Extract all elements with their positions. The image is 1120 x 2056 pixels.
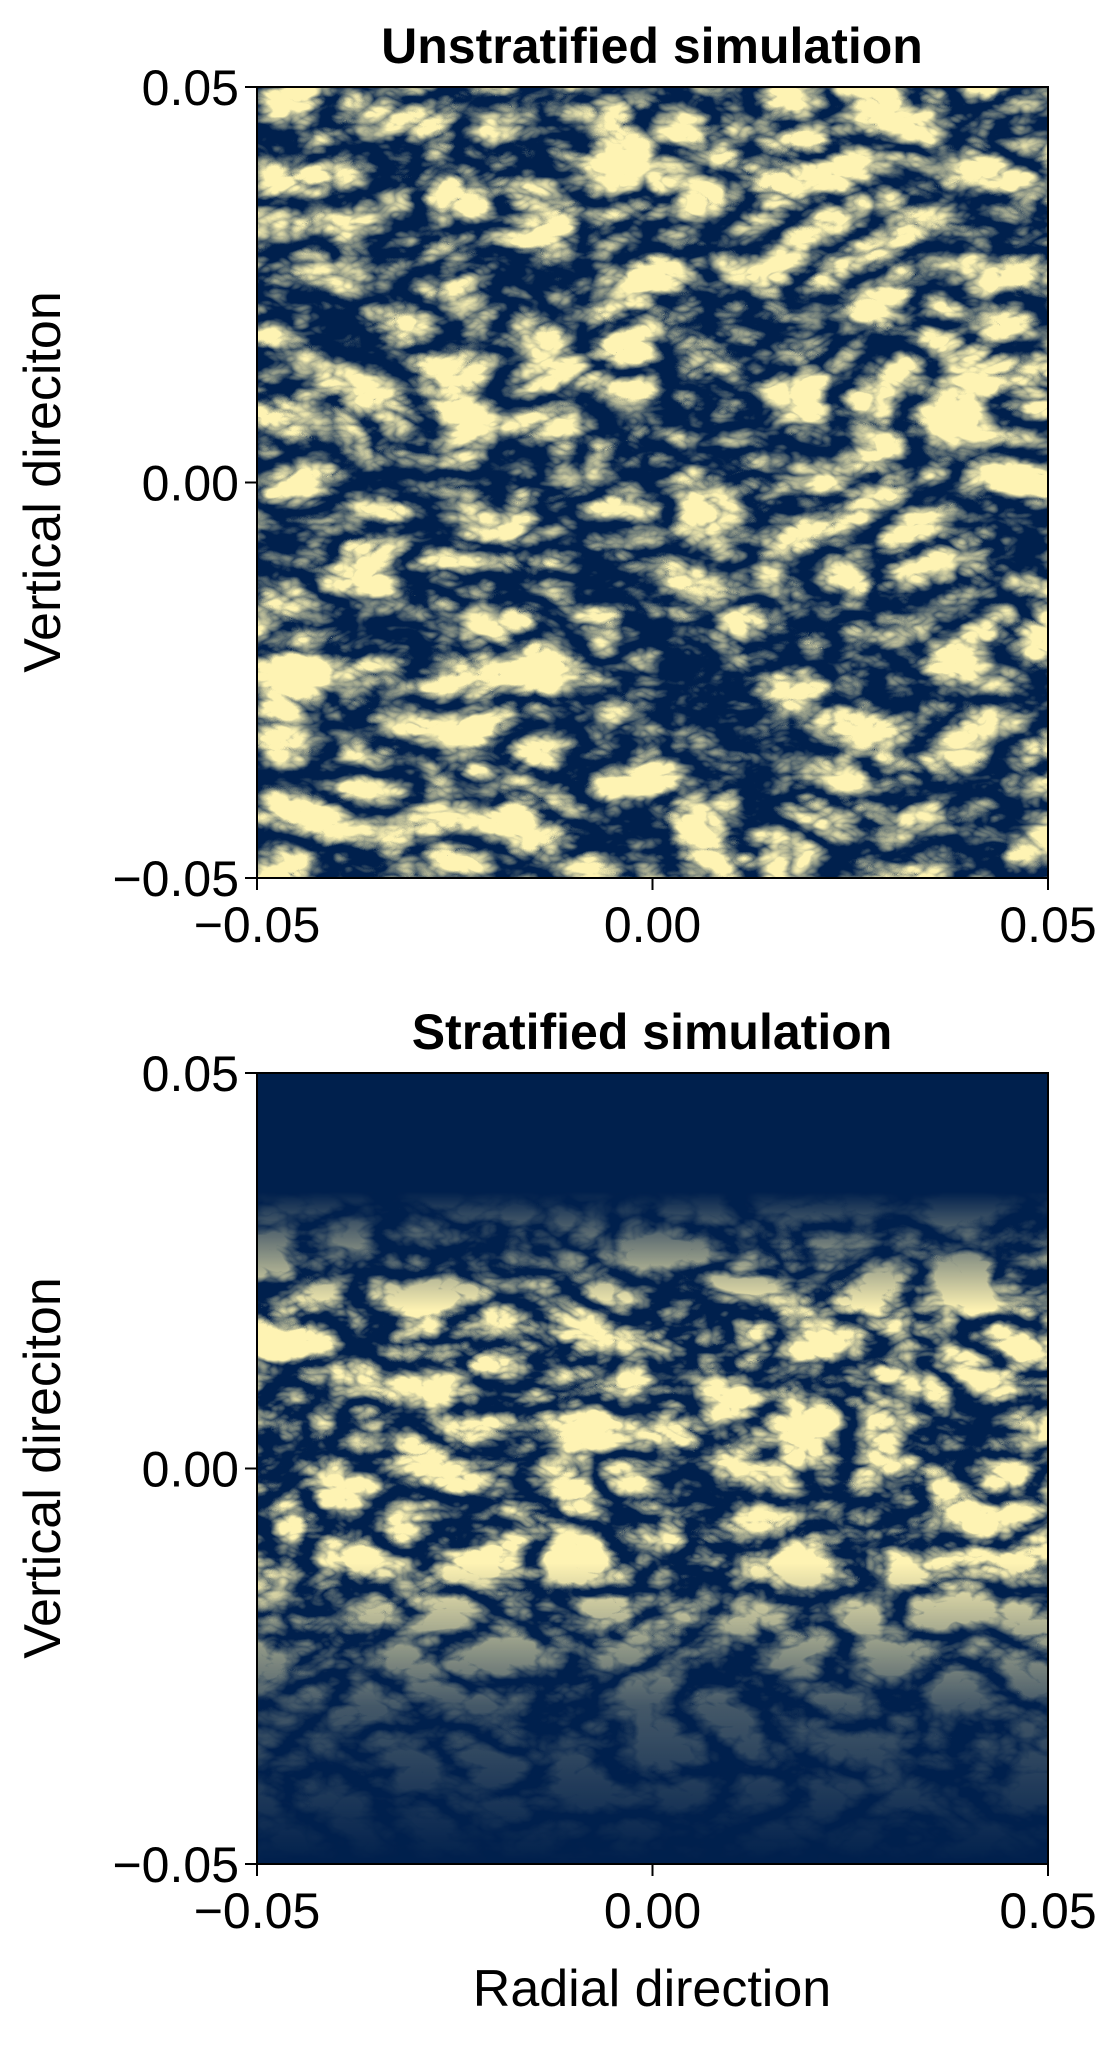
y-axis-label: Vertical direciton	[14, 1277, 72, 1659]
y-tick-label: 0.00	[142, 456, 239, 512]
chart-title: Stratified simulation	[412, 1004, 893, 1060]
y-tick-label: 0.05	[142, 60, 239, 116]
x-tick-label: 0.00	[604, 897, 701, 953]
x-tick-label: −0.05	[194, 1883, 321, 1939]
x-tick-label: 0.00	[604, 1883, 701, 1939]
x-tick-label: 0.05	[999, 897, 1096, 953]
chart-title: Unstratified simulation	[381, 18, 923, 74]
tick-layer: −0.05 0.00 0.05 −0.05 0.00 0.05	[112, 1046, 1096, 1939]
y-tick-label: 0.00	[142, 1442, 239, 1498]
x-tick-label: −0.05	[194, 897, 321, 953]
y-tick-label: 0.05	[142, 1046, 239, 1102]
dust-filaments	[257, 1073, 1048, 1864]
panel-unstratified: Unstratified simulation −0.05 0.00 0.05−0.…	[14, 18, 1097, 953]
panel-stratified: Stratified simulation −0.05 0.00 0.05−0.05…	[14, 1004, 1097, 2018]
heatmap-image	[257, 1073, 1048, 1864]
heatmap-image	[257, 87, 1048, 878]
y-axis-label: Vertical direciton	[14, 291, 72, 673]
x-tick-label: 0.05	[999, 1883, 1096, 1939]
dust-filaments	[257, 87, 1048, 878]
tick-layer: −0.05 0.00 0.05 −0.05 0.00 0.05	[112, 60, 1096, 953]
y-tick-label: −0.05	[112, 851, 239, 907]
x-axis-label: Radial direction	[473, 1960, 831, 2018]
y-tick-label: −0.05	[112, 1837, 239, 1893]
